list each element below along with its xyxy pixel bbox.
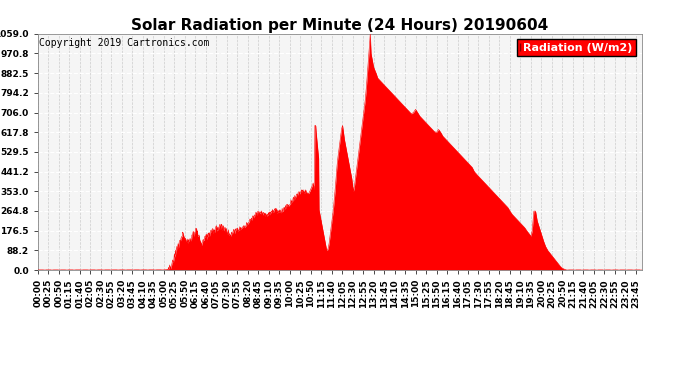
Text: Copyright 2019 Cartronics.com: Copyright 2019 Cartronics.com (39, 39, 210, 48)
Title: Solar Radiation per Minute (24 Hours) 20190604: Solar Radiation per Minute (24 Hours) 20… (131, 18, 549, 33)
Legend: Radiation (W/m2): Radiation (W/m2) (517, 39, 636, 56)
